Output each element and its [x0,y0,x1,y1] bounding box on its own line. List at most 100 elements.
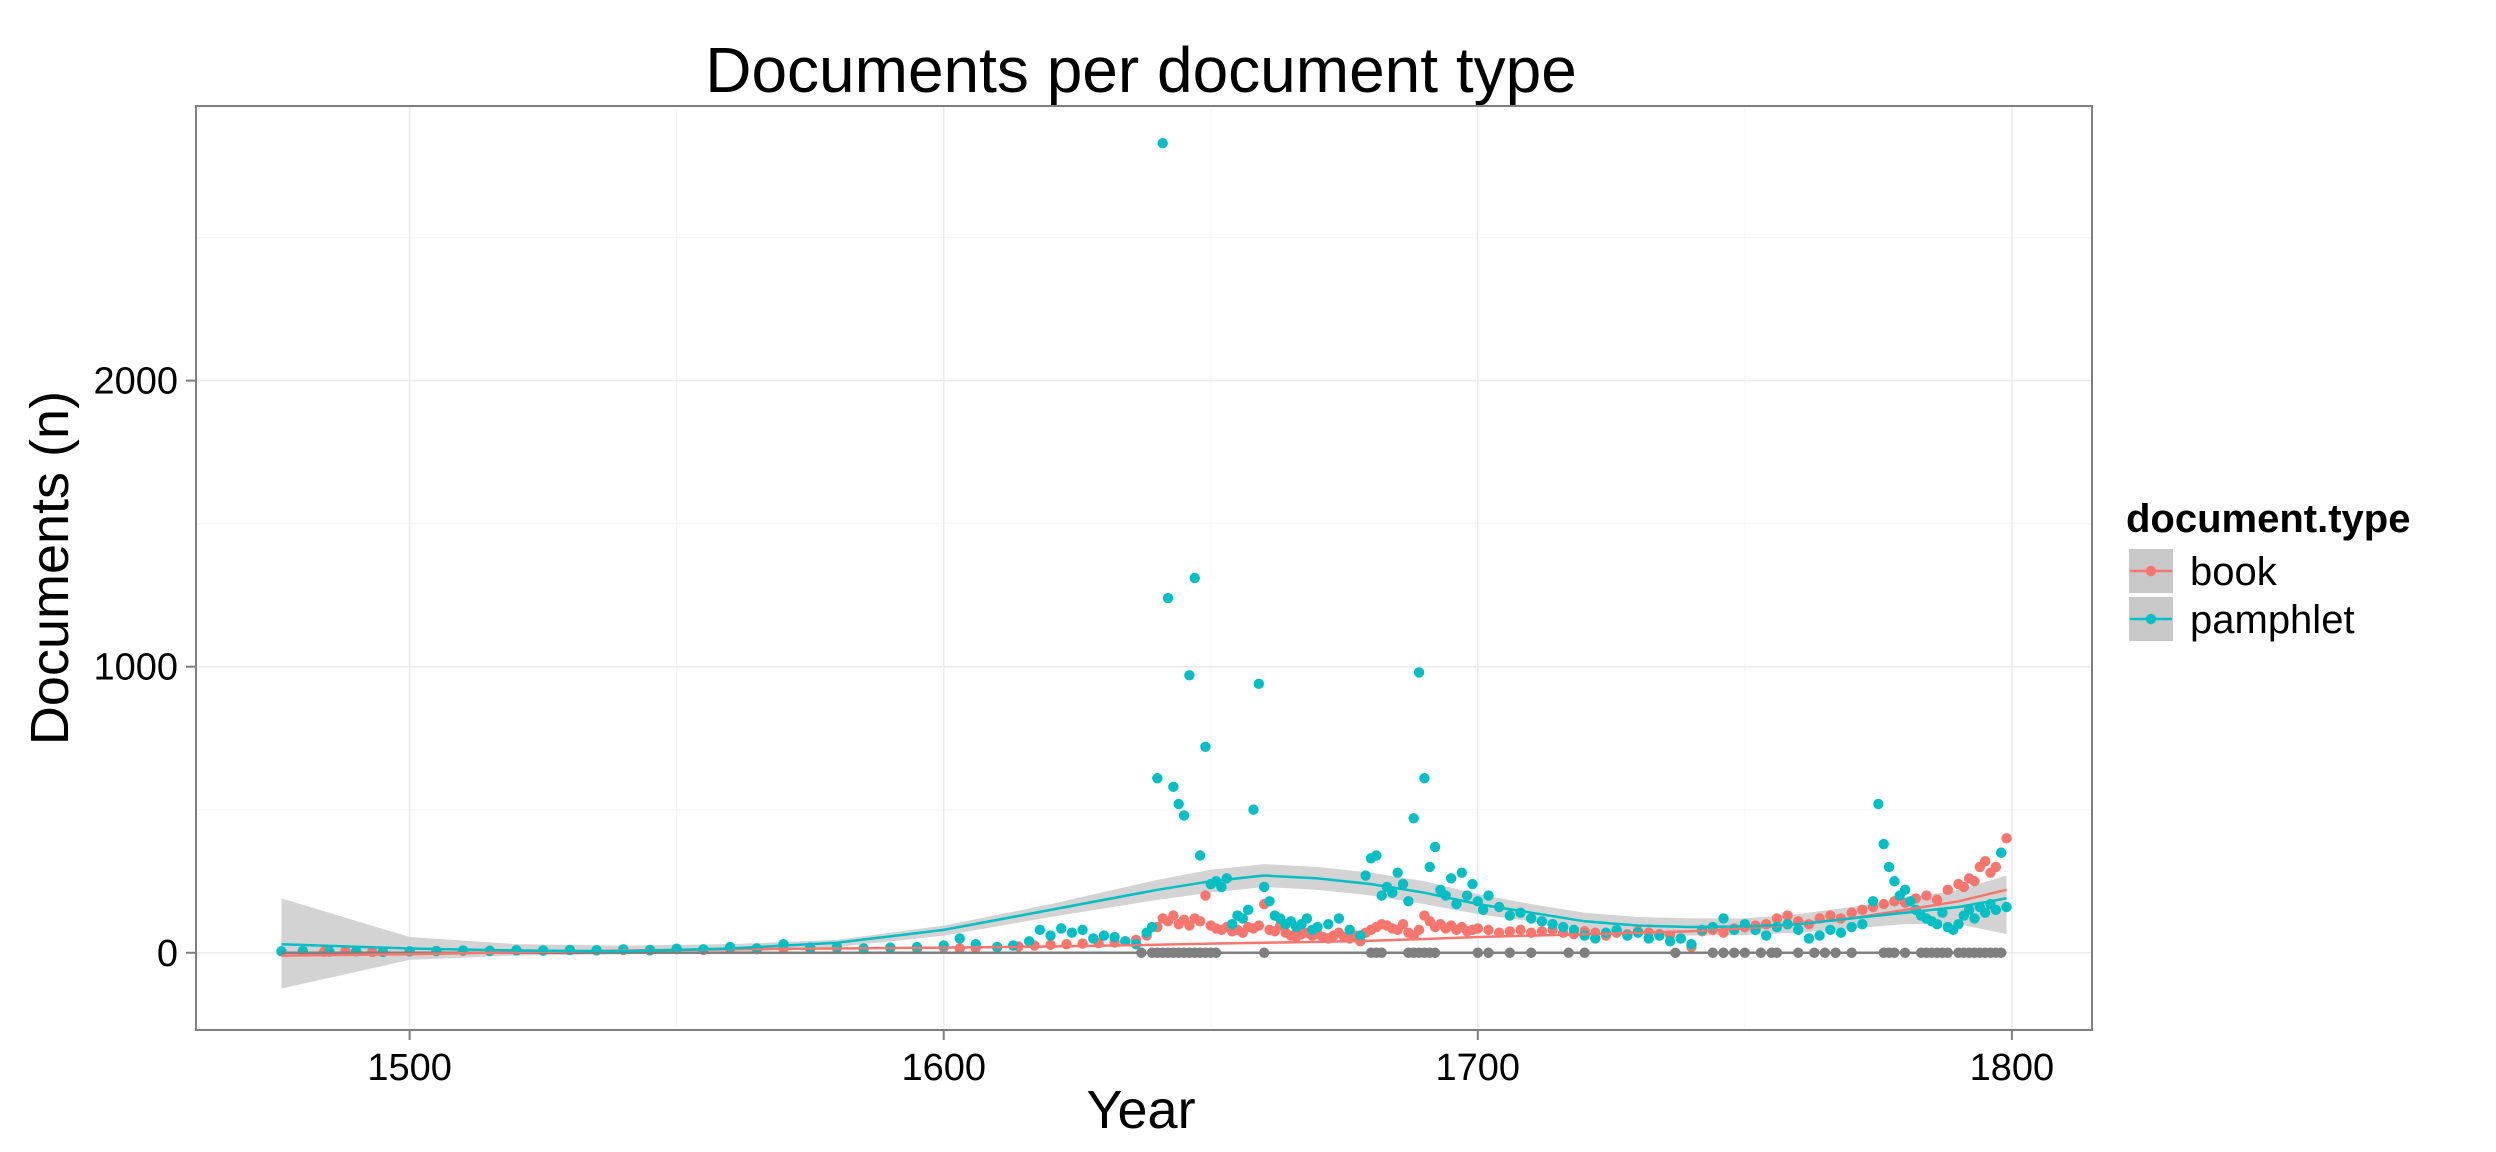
point-book [1931,894,1943,906]
point-pamphlet [1867,896,1879,907]
point-book [1194,916,1206,927]
point-pamphlet [1483,890,1494,901]
point-pamphlet [1883,861,1895,873]
y-tick-label: 1000 [93,647,178,689]
point-book [1184,920,1195,931]
point-book [1472,923,1484,934]
point-pamphlet [1424,861,1435,873]
smooth-line-pamphlet [281,874,2007,953]
point-pamphlet [1686,938,1697,950]
point-pamphlet [1173,798,1184,810]
point-book [1846,907,1857,918]
legend-key-point-book [2145,565,2157,577]
point-book [1483,924,1494,936]
point-pamphlet [1445,873,1457,884]
y-axis: 0 1000 2000 [93,361,196,975]
point-pamphlet [1969,913,1980,924]
point-book [1253,920,1265,931]
point-pamphlet [1835,927,1847,938]
point-pamphlet [1979,907,1991,918]
point-pamphlet [2001,901,2012,913]
smooth-lines [281,874,2007,957]
point-pamphlet [1088,933,1099,944]
point-pamphlet [1899,884,1911,896]
point-pamphlet [1846,921,1857,933]
point-pamphlet [1990,904,2002,916]
point-pamphlet [1216,881,1227,893]
point-pamphlet [1793,924,1804,936]
point-pamphlet [1200,741,1211,752]
point-pamphlet [1344,924,1355,936]
point-pamphlet [1461,890,1473,901]
point-pamphlet [1558,921,1569,933]
point-pamphlet [1451,898,1462,910]
point-book [1413,924,1425,936]
point-pamphlet [1761,930,1772,941]
point-pamphlet [1253,678,1265,690]
point-pamphlet [1963,904,1975,916]
point-pamphlet [1504,910,1516,921]
point-pamphlet [1643,933,1654,944]
y-tick-label: 0 [157,933,178,975]
point-book [1942,884,1953,896]
point-pamphlet [1889,876,1900,887]
point-pamphlet [1878,838,1889,850]
point-pamphlet [1392,867,1403,878]
point-book [1825,910,1836,921]
point-pamphlet [1568,924,1580,936]
point-book [1045,939,1056,950]
point-book [1857,904,1868,916]
point-pamphlet [1857,918,1868,930]
point-pamphlet [1456,867,1467,878]
point-pamphlet [1312,921,1323,933]
point-book [1921,890,1932,901]
x-tick-label: 1600 [901,1047,986,1089]
point-pamphlet [1590,933,1601,944]
point-pamphlet [1077,924,1088,936]
point-pamphlet [1579,930,1590,941]
point-pamphlet [1109,931,1120,943]
point-pamphlet [1168,781,1179,793]
plot-panel [196,106,2092,1030]
point-pamphlet [1258,881,1270,893]
point-pamphlet [1413,667,1425,678]
legend-label-pamphlet: pamphlet [2190,598,2355,642]
point-pamphlet [1045,930,1056,941]
point-pamphlet [1675,933,1686,944]
point-book [1979,856,1991,867]
point-book [1397,918,1409,930]
point-pamphlet [1178,810,1190,821]
y-axis-title: Documents (n) [20,391,80,745]
point-pamphlet [1718,913,1729,924]
point-pamphlet [1120,936,1131,947]
point-pamphlet [1873,798,1884,810]
point-pamphlet [1477,904,1489,916]
point-book [1771,913,1783,924]
point-book [1782,910,1793,921]
point-book [2001,833,2012,844]
point-pamphlet [1323,918,1334,930]
point-pamphlet [1162,592,1174,604]
point-book [1168,910,1179,921]
point-book [1969,876,1980,887]
point-book [1878,898,1889,910]
point-pamphlet [1034,924,1046,936]
point-pamphlet [1242,904,1254,916]
point-book [1515,924,1526,936]
plot-area [195,105,2093,1031]
point-pamphlet [1953,918,1964,930]
point-pamphlet [1419,773,1430,784]
point-pamphlet [1825,924,1836,936]
point-pamphlet [1996,847,2007,858]
point-pamphlet [1355,930,1366,941]
point-pamphlet [1333,913,1345,924]
point-pamphlet [1664,936,1676,947]
point-pamphlet [1237,913,1249,924]
point-pamphlet [1189,572,1200,584]
x-tick-label: 1800 [1970,1047,2055,1089]
point-book [1536,926,1548,937]
point-pamphlet [1467,878,1478,890]
point-book [1990,861,2002,873]
point-pamphlet [1023,936,1035,947]
